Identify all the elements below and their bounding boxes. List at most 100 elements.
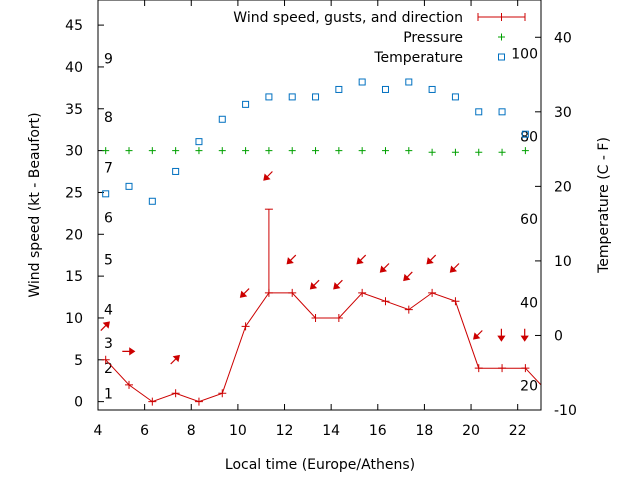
arrow-down-left-icon bbox=[239, 288, 250, 298]
arrow-up-right-icon bbox=[170, 354, 180, 365]
y-tick-label: 45 bbox=[65, 18, 83, 34]
pressure-point bbox=[242, 147, 250, 155]
arrow-down-icon bbox=[497, 328, 506, 342]
y2-tick-label: 20 bbox=[554, 179, 572, 195]
tick-labels: 4 6 8 10 12 14 16 18 20 22051015202530354045-1001… bbox=[65, 18, 577, 439]
legend-swatch-temperature bbox=[498, 53, 505, 61]
x-tick-label: 10 bbox=[229, 423, 247, 439]
wind-speed-point bbox=[521, 364, 530, 373]
beaufort-label: 6 bbox=[104, 211, 113, 227]
wind-speed-point bbox=[428, 288, 437, 297]
wind-speed-point bbox=[194, 397, 203, 406]
wind-speed-point bbox=[171, 389, 180, 398]
temperature-point bbox=[475, 108, 483, 116]
legend-swatch-pressure bbox=[498, 33, 505, 41]
plot-frame bbox=[97, 0, 542, 411]
wind-speed-point bbox=[381, 297, 390, 306]
temperature-point bbox=[451, 93, 459, 101]
x-tick-label: 22 bbox=[509, 423, 527, 439]
pressure-point bbox=[148, 147, 156, 155]
pressure-point bbox=[125, 147, 133, 155]
fahrenheit-label: 20 bbox=[520, 378, 538, 394]
pressure-point bbox=[265, 147, 273, 155]
legend-swatch-marker bbox=[497, 13, 506, 21]
x-tick-label: 14 bbox=[322, 423, 340, 439]
arrow-down-left-icon bbox=[449, 263, 460, 273]
fahrenheit-label: 40 bbox=[520, 296, 538, 312]
pressure-point bbox=[451, 148, 459, 156]
beaufort-label: 8 bbox=[104, 110, 113, 126]
beaufort-label: 2 bbox=[104, 361, 113, 377]
beaufort-label: 1 bbox=[104, 386, 113, 402]
temperature-point bbox=[218, 115, 226, 123]
x-tick-label: 18 bbox=[416, 423, 434, 439]
y-tick-label: 40 bbox=[65, 60, 83, 76]
temperature-point bbox=[195, 138, 203, 146]
y-tick-label: 20 bbox=[65, 227, 83, 243]
legend: Wind speed, gusts, and direction Pressure… bbox=[233, 10, 526, 66]
y-tick-label: 25 bbox=[65, 185, 83, 201]
wind-speed-line bbox=[105, 292, 542, 403]
arrow-down-left-icon bbox=[309, 279, 320, 290]
pressure-point bbox=[172, 147, 180, 155]
temperature-point bbox=[335, 85, 343, 93]
temperature-point bbox=[172, 167, 180, 175]
legend-label: Pressure bbox=[403, 30, 463, 46]
wind-speed-point bbox=[288, 288, 297, 297]
y-tick-label: 35 bbox=[65, 102, 83, 118]
fahrenheit-label: 80 bbox=[520, 129, 538, 145]
pressure-point bbox=[475, 148, 483, 156]
x-tick-label: 16 bbox=[369, 423, 387, 439]
pressure-point bbox=[428, 148, 436, 156]
legend-label: Wind speed, gusts, and direction bbox=[233, 10, 463, 26]
temperature-point bbox=[242, 100, 250, 108]
arrow-down-icon bbox=[520, 328, 529, 342]
y-tick-label: 10 bbox=[65, 311, 83, 327]
temperature-point bbox=[428, 85, 436, 93]
fahrenheit-label: 60 bbox=[520, 212, 538, 228]
wind-speed-point bbox=[451, 297, 460, 306]
wind-speed-point bbox=[241, 322, 250, 331]
legend-label: Temperature bbox=[373, 50, 463, 66]
beaufort-label: 5 bbox=[104, 252, 113, 268]
pressure-point bbox=[381, 147, 389, 155]
wind-speed-point bbox=[404, 305, 413, 314]
temperature-point bbox=[381, 85, 389, 93]
y2-tick-label: 40 bbox=[554, 30, 572, 46]
temperature-point bbox=[265, 93, 273, 101]
x-tick-label: 12 bbox=[276, 423, 294, 439]
pressure-point bbox=[218, 147, 226, 155]
wind-speed-point bbox=[474, 364, 483, 373]
arrow-up-right-icon bbox=[100, 321, 110, 332]
wind-speed-point bbox=[358, 288, 367, 297]
beaufort-label: 3 bbox=[104, 336, 113, 352]
wind-speed-point bbox=[148, 397, 157, 406]
wind-speed-point bbox=[218, 389, 227, 398]
arrow-down-left-icon bbox=[426, 254, 437, 265]
beaufort-label: 7 bbox=[104, 160, 113, 176]
y-tick-label: 0 bbox=[74, 395, 83, 411]
pressure-point bbox=[358, 147, 366, 155]
temperature-point bbox=[288, 93, 296, 101]
y2-tick-label: 0 bbox=[554, 328, 563, 344]
beaufort-label: 9 bbox=[104, 52, 113, 68]
beaufort-label: 4 bbox=[104, 303, 113, 319]
y-tick-label: 30 bbox=[65, 144, 83, 160]
temperature-point bbox=[358, 78, 366, 86]
pressure-point bbox=[335, 147, 343, 155]
arrow-down-left-icon bbox=[286, 254, 297, 265]
x-tick-label: 8 bbox=[187, 423, 196, 439]
pressure-point bbox=[102, 147, 110, 155]
fahrenheit-label: 100 bbox=[511, 47, 538, 63]
arrow-down-left-icon bbox=[263, 171, 273, 181]
pressure-point bbox=[521, 147, 529, 155]
wind-speed-point bbox=[311, 313, 320, 322]
temperature-point bbox=[498, 108, 506, 116]
x-tick-label: 4 bbox=[94, 423, 103, 439]
y-tick-label: 5 bbox=[74, 353, 83, 369]
axis-ticks bbox=[97, 0, 541, 411]
series-layer bbox=[100, 78, 542, 406]
temperature-point bbox=[102, 190, 110, 198]
